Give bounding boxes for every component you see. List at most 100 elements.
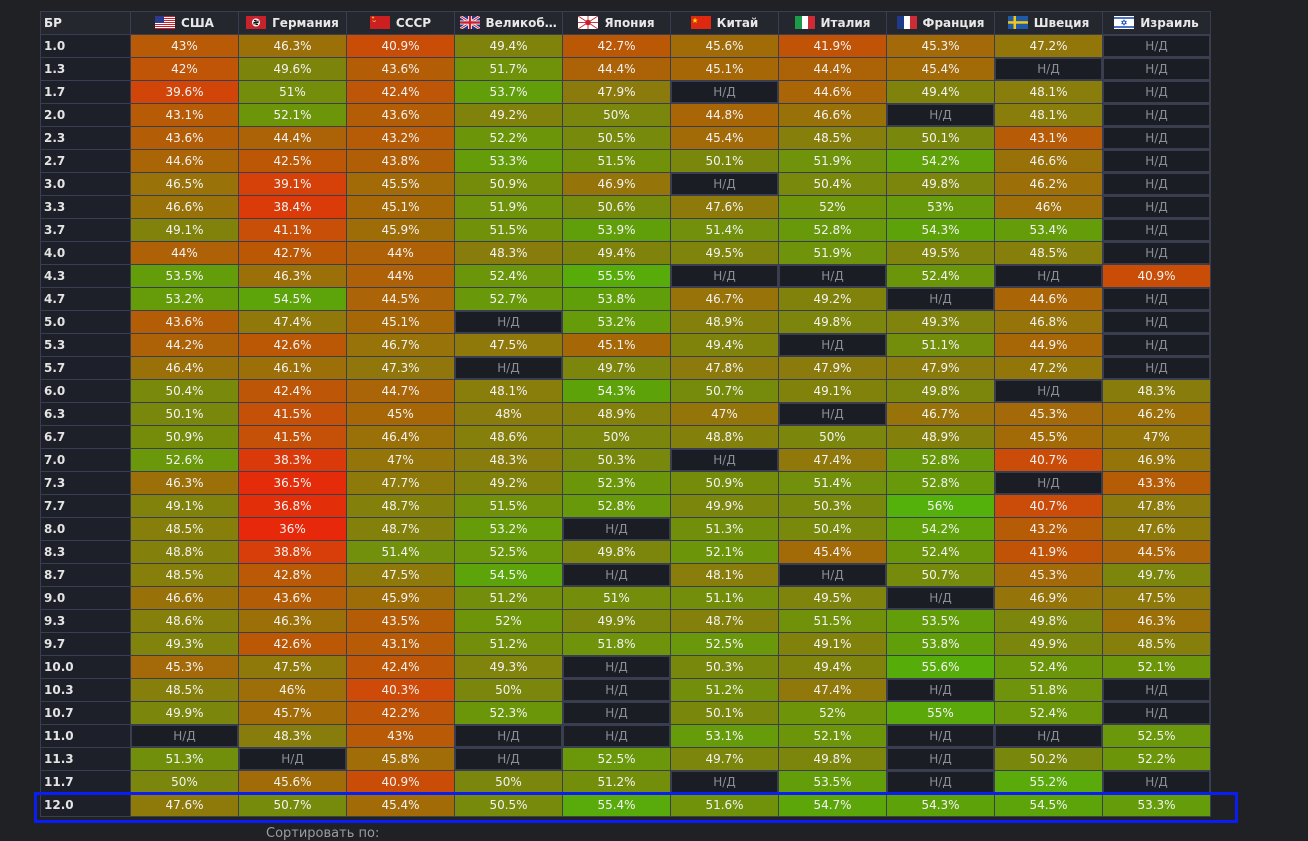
- table-row: 7.3 46.3% 36.5% 47.7% 49.2% 52.3% 50.9% 51.4% 52…: [41, 472, 1210, 494]
- winrate-cell-na: Н/Д: [671, 449, 778, 471]
- country-column-header[interactable]: Италия: [779, 12, 886, 34]
- winrate-cell: 54.3%: [887, 219, 994, 241]
- br-cell: 9.3: [41, 610, 130, 632]
- winrate-cell: 47.2%: [995, 35, 1102, 57]
- winrate-cell: 51.9%: [779, 242, 886, 264]
- winrate-cell: 50%: [563, 426, 670, 448]
- uk-flag-icon: [459, 16, 480, 29]
- winrate-cell: 44.6%: [779, 81, 886, 103]
- country-column-header[interactable]: Германия: [239, 12, 346, 34]
- winrate-cell: 52.8%: [887, 472, 994, 494]
- country-column-header[interactable]: Япония: [563, 12, 670, 34]
- winrate-cell-na: Н/Д: [1103, 35, 1210, 57]
- winrate-cell: 44.4%: [239, 127, 346, 149]
- winrate-cell: 53.3%: [455, 150, 562, 172]
- winrate-cell: 53.2%: [131, 288, 238, 310]
- winrate-cell: 50%: [779, 426, 886, 448]
- winrate-cell: 49.4%: [887, 81, 994, 103]
- winrate-cell: 46.9%: [995, 587, 1102, 609]
- winrate-cell: 45.7%: [239, 702, 346, 724]
- winrate-cell: 46.3%: [131, 472, 238, 494]
- winrate-cell: 48.5%: [131, 679, 238, 701]
- winrate-cell: 40.9%: [347, 35, 454, 57]
- winrate-cell: 45.4%: [887, 58, 994, 80]
- br-cell: 3.3: [41, 196, 130, 218]
- winrate-cell-na: Н/Д: [671, 771, 778, 793]
- winrate-cell-na: Н/Д: [455, 311, 562, 333]
- winrate-cell: 51.4%: [347, 541, 454, 563]
- br-column-header[interactable]: БР: [41, 12, 130, 34]
- winrate-cell-na: Н/Д: [995, 380, 1102, 402]
- winrate-cell: 49.3%: [131, 633, 238, 655]
- winrate-cell: 52.4%: [995, 702, 1102, 724]
- france-flag-icon: [896, 16, 917, 29]
- japan-flag-icon: [578, 16, 599, 29]
- winrate-cell-na: Н/Д: [995, 472, 1102, 494]
- winrate-cell: 51.1%: [671, 587, 778, 609]
- winrate-cell: 47.6%: [1103, 518, 1210, 540]
- winrate-cell: 49.8%: [995, 610, 1102, 632]
- winrate-cell-na: Н/Д: [887, 771, 994, 793]
- winrate-cell: 47%: [671, 403, 778, 425]
- winrate-cell: 46.6%: [131, 587, 238, 609]
- winrate-cell: 46.7%: [347, 334, 454, 356]
- winrate-cell: 42.7%: [563, 35, 670, 57]
- winrate-cell-na: Н/Д: [563, 518, 670, 540]
- country-column-header[interactable]: Франция: [887, 12, 994, 34]
- winrate-cell: 52.6%: [131, 449, 238, 471]
- winrate-cell-na: Н/Д: [1103, 311, 1210, 333]
- winrate-cell: 52.4%: [995, 656, 1102, 678]
- winrate-cell: 50.1%: [671, 702, 778, 724]
- winrate-cell: 45.3%: [995, 564, 1102, 586]
- winrate-cell: 44%: [347, 242, 454, 264]
- winrate-cell: 46.6%: [779, 104, 886, 126]
- winrate-cell: 43.6%: [239, 587, 346, 609]
- winrate-cell-na: Н/Д: [455, 748, 562, 770]
- winrate-cell: 54.2%: [887, 518, 994, 540]
- winrate-cell: 46.7%: [887, 403, 994, 425]
- country-column-header[interactable]: Китай: [671, 12, 778, 34]
- winrate-cell: 48.5%: [131, 564, 238, 586]
- winrate-cell: 51.2%: [671, 679, 778, 701]
- br-cell: 3.0: [41, 173, 130, 195]
- country-column-header[interactable]: США: [131, 12, 238, 34]
- winrate-cell-na: Н/Д: [1103, 196, 1210, 218]
- winrate-cell: 52.1%: [1103, 656, 1210, 678]
- winrate-cell: 50.7%: [671, 380, 778, 402]
- winrate-cell: 45.4%: [779, 541, 886, 563]
- table-row: 6.0 50.4% 42.4% 44.7% 48.1% 54.3% 50.7% 49.1% 49…: [41, 380, 1210, 402]
- winrate-cell: 52.2%: [1103, 748, 1210, 770]
- winrate-cell: 53.8%: [563, 288, 670, 310]
- table-row: 8.3 48.8% 38.8% 51.4% 52.5% 49.8% 52.1% 45.4% 52…: [41, 541, 1210, 563]
- winrate-cell: 50%: [455, 771, 562, 793]
- winrate-cell-na: Н/Д: [671, 81, 778, 103]
- winrate-cell-na: Н/Д: [1103, 288, 1210, 310]
- winrate-cell-na: Н/Д: [1103, 219, 1210, 241]
- br-cell: 1.3: [41, 58, 130, 80]
- br-cell: 7.0: [41, 449, 130, 471]
- country-column-header[interactable]: СССР: [347, 12, 454, 34]
- country-column-header[interactable]: Израиль: [1103, 12, 1210, 34]
- winrate-cell: 47.4%: [779, 449, 886, 471]
- country-column-header[interactable]: Швеция: [995, 12, 1102, 34]
- winrate-cell: 49.2%: [455, 472, 562, 494]
- winrate-cell: 49.8%: [887, 380, 994, 402]
- winrate-cell: 52.5%: [563, 748, 670, 770]
- table-row: 4.3 53.5% 46.3% 44% 52.4% 55.5% Н/Д Н/Д 52.4% Н/Д…: [41, 265, 1210, 287]
- br-cell: 7.7: [41, 495, 130, 517]
- winrate-cell: 55.4%: [563, 794, 670, 816]
- br-cell: 2.3: [41, 127, 130, 149]
- winrate-cell: 47.9%: [887, 357, 994, 379]
- winrate-cell: 52.1%: [779, 725, 886, 747]
- winrate-cell: 50.7%: [239, 794, 346, 816]
- winrate-cell: 46.3%: [239, 265, 346, 287]
- winrate-cell: 50.4%: [131, 380, 238, 402]
- winrate-cell-na: Н/Д: [1103, 702, 1210, 724]
- winrate-cell: 50.7%: [887, 564, 994, 586]
- country-column-header[interactable]: Великобритания: [455, 12, 562, 34]
- table-row: 2.0 43.1% 52.1% 43.6% 49.2% 50% 44.8% 46.6% Н/Д 4…: [41, 104, 1210, 126]
- winrate-cell: 47.4%: [779, 679, 886, 701]
- winrate-cell: 45%: [347, 403, 454, 425]
- winrate-cell: 43.2%: [995, 518, 1102, 540]
- table-row: 10.7 49.9% 45.7% 42.2% 52.3% Н/Д 50.1% 52% 55% 52…: [41, 702, 1210, 724]
